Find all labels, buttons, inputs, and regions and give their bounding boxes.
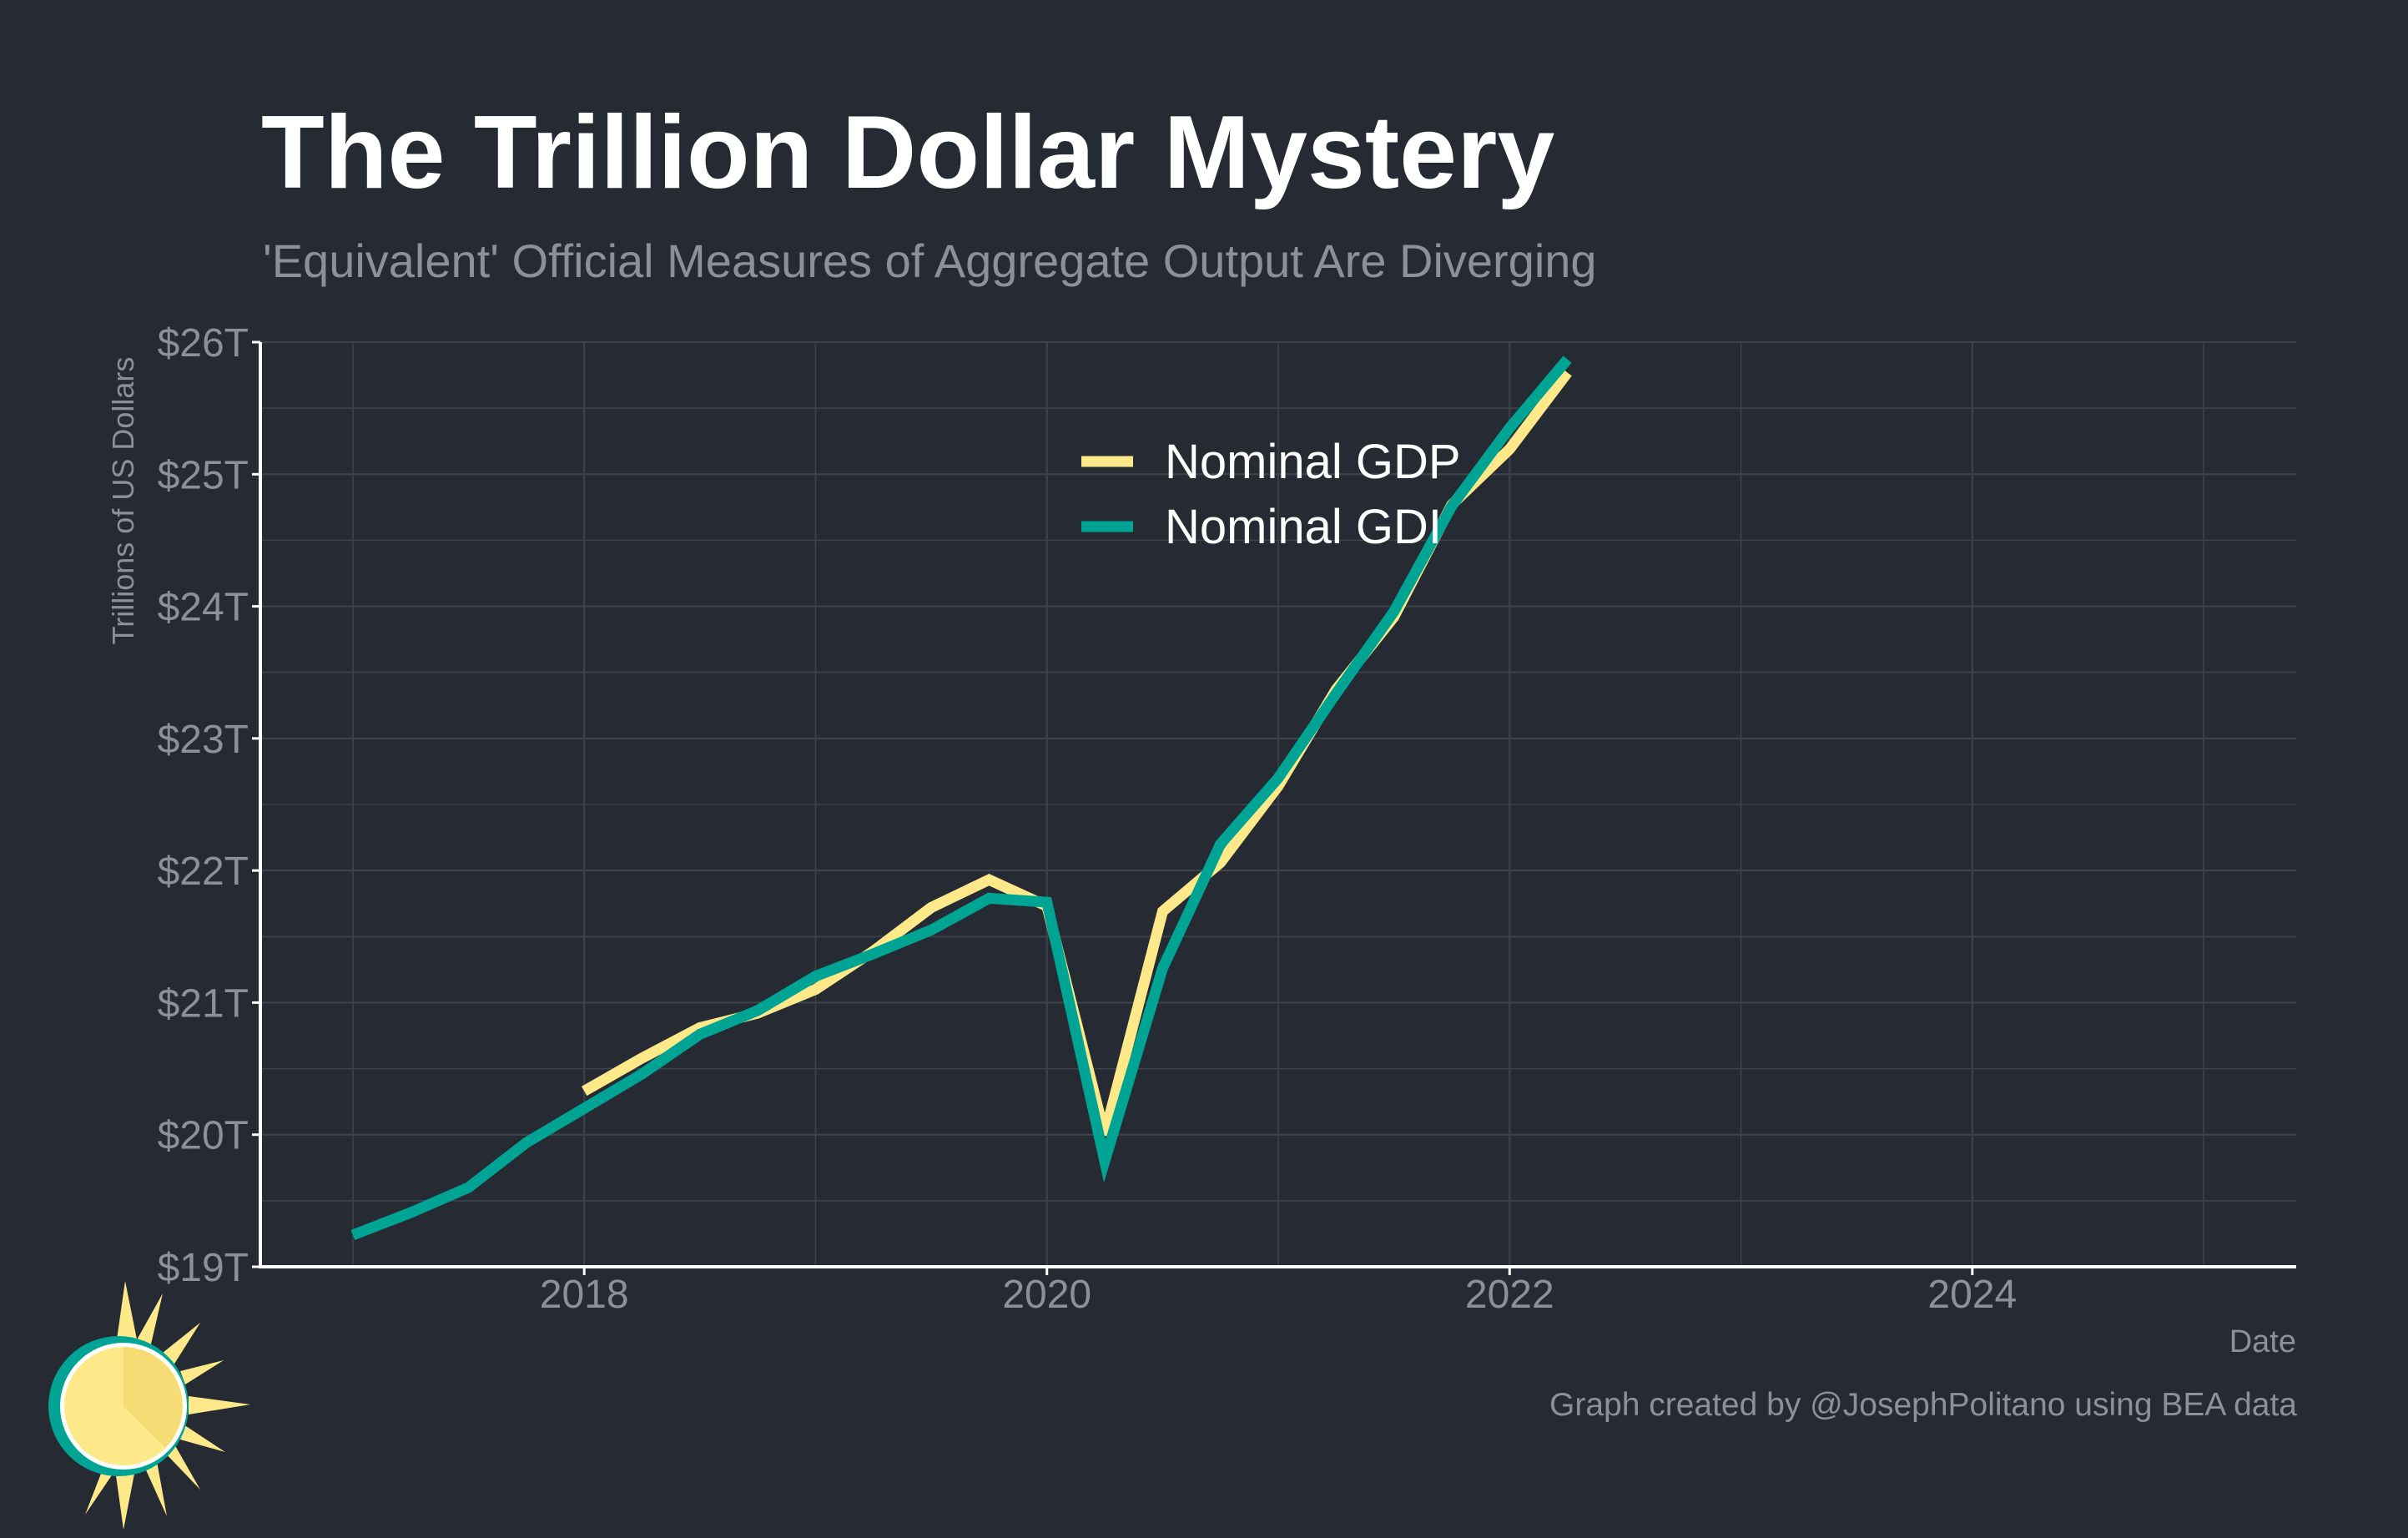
y-tick-label: $22T: [158, 850, 249, 894]
x-tick-label: 2022: [1465, 1273, 1554, 1317]
x-tick-label: 2020: [1002, 1273, 1091, 1317]
legend-label: Nominal GDI: [1165, 500, 1442, 554]
y-axis-label: Trillions of US Dollars: [106, 357, 140, 645]
legend-label: Nominal GDP: [1165, 435, 1461, 489]
y-tick-label: $19T: [158, 1246, 249, 1290]
series-line-nominal-gdi: [350, 356, 1572, 1241]
chart-subtitle: 'Equivalent' Official Measures of Aggreg…: [263, 234, 1597, 287]
grid-lines: [260, 340, 2296, 1268]
series-lines: [350, 356, 1572, 1241]
y-tick-label: $20T: [158, 1114, 249, 1158]
y-tick-label: $25T: [158, 453, 249, 497]
y-tick-label: $26T: [158, 321, 249, 366]
sun-icon: [48, 1281, 250, 1530]
y-tick-label: $21T: [158, 981, 249, 1026]
source-credit: Graph created by @JosephPolitano using B…: [1549, 1387, 2297, 1423]
x-tick-label: 2018: [540, 1273, 629, 1317]
axes: [252, 340, 2296, 1275]
y-tick-label: $24T: [158, 586, 249, 630]
x-tick-label: 2024: [1927, 1273, 2017, 1317]
chart-title: The Trillion Dollar Mystery: [261, 95, 1555, 210]
x-axis-label: Date: [2229, 1324, 2296, 1359]
legend: Nominal GDP Nominal GDI: [1081, 435, 1461, 554]
tick-labels: $19T $20T $21T $22T $23T $24T $25T $26T 2018 2020…: [158, 321, 2018, 1317]
y-tick-label: $23T: [158, 718, 249, 762]
